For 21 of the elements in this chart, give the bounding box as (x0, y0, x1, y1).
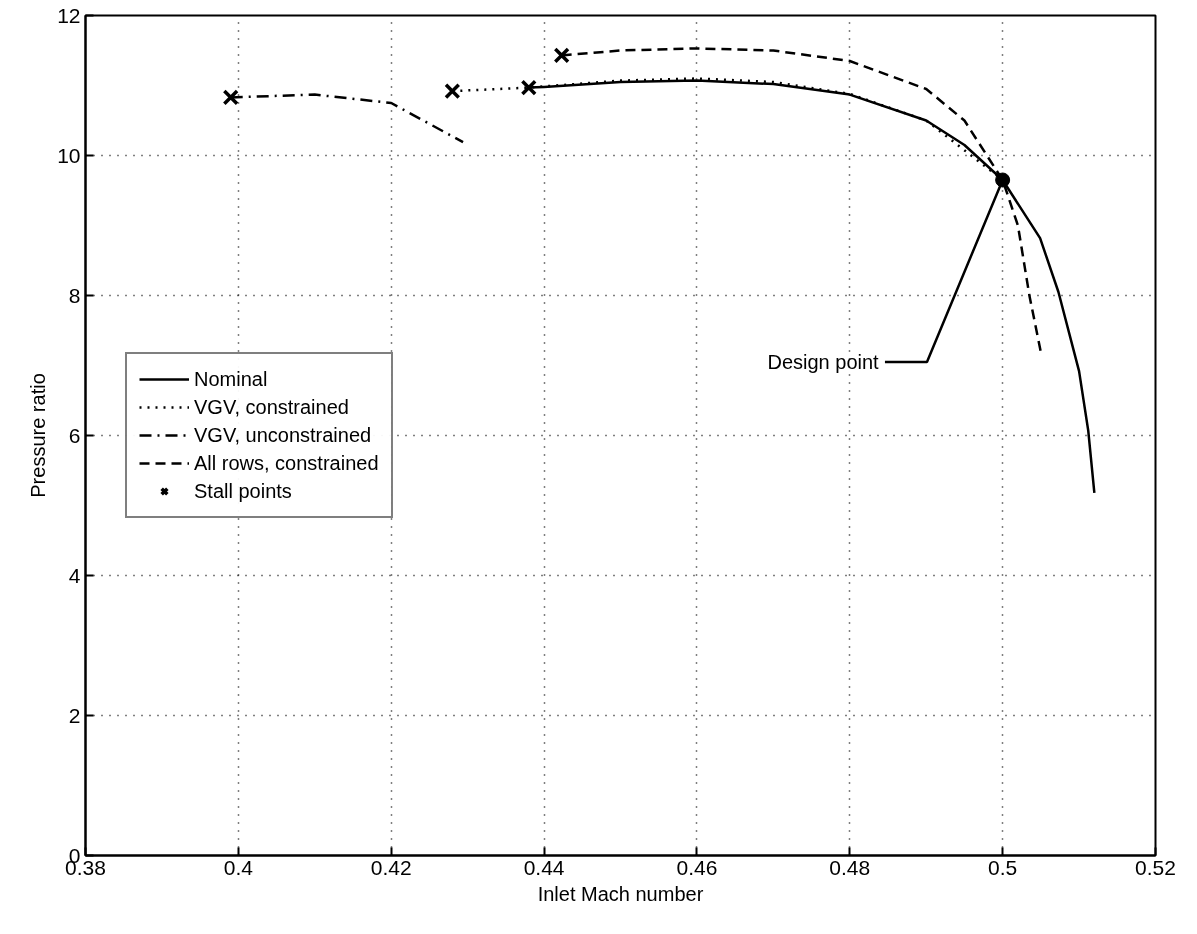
y-tick-label: 6 (68, 423, 81, 447)
annotation: Design point (767, 351, 880, 373)
x-axis-title: Inlet Mach number (537, 882, 704, 905)
x-tick-label: 0.4 (223, 855, 254, 879)
legend-label: All rows, constrained (194, 450, 379, 476)
x-tick-label: 0.42 (370, 855, 412, 879)
x-tick-label: 0.48 (829, 855, 871, 879)
y-tick-label: 8 (68, 283, 81, 307)
legend-label: VGV, constrained (194, 394, 349, 420)
legend-label: Stall points (194, 478, 292, 504)
y-axis-title: Pressure ratio (27, 373, 50, 498)
y-tick-label: 10 (57, 143, 81, 167)
legend-label: Nominal (194, 366, 268, 392)
x-tick-label: 0.46 (676, 855, 718, 879)
legend-label: VGV, unconstrained (194, 422, 372, 448)
x-tick-label: 0.5 (988, 855, 1018, 879)
y-tick-label: 4 (68, 563, 81, 587)
x-tick-label: 0.44 (523, 855, 565, 879)
y-tick-label: 12 (57, 3, 81, 27)
x-tick-label: 0.52 (1135, 855, 1176, 879)
y-tick-label: 2 (68, 703, 81, 727)
